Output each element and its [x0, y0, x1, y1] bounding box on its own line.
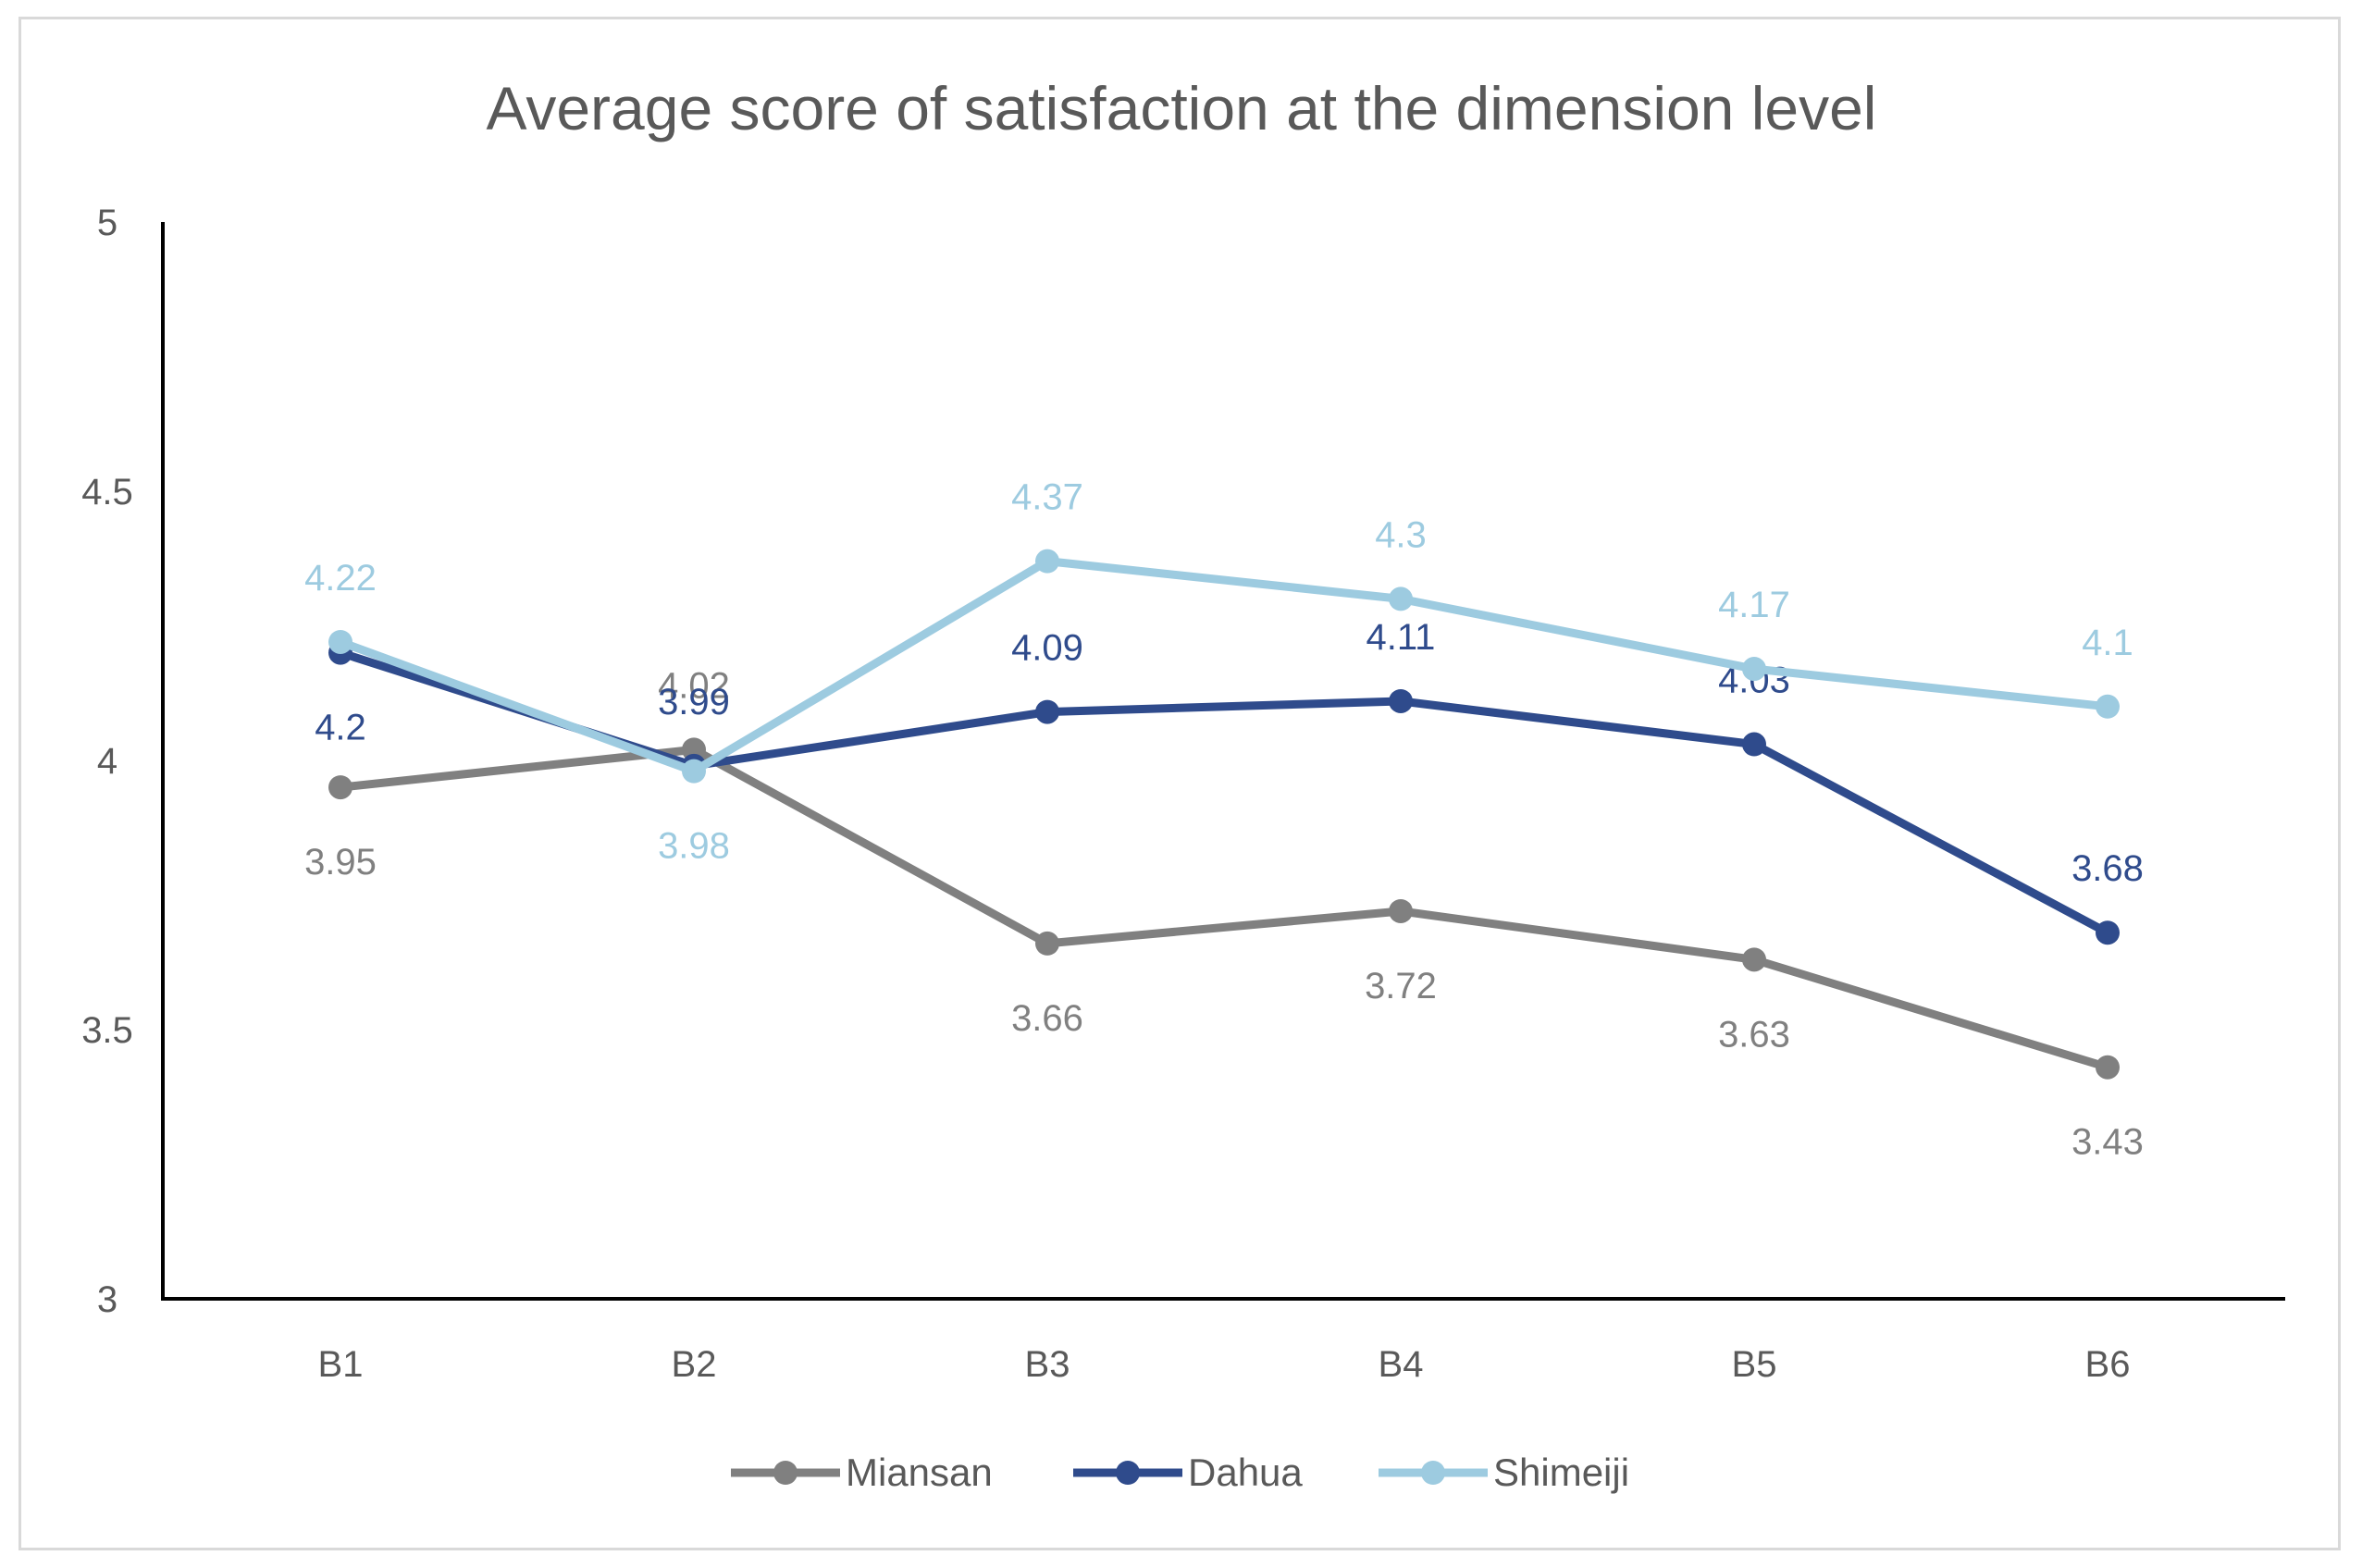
legend-swatch-marker [1116, 1461, 1140, 1485]
series-group: 3.954.023.663.723.633.434.23.994.094.114… [304, 477, 2144, 1163]
x-tick-label: B6 [2085, 1344, 2131, 1385]
x-tick-label: B1 [318, 1344, 364, 1385]
x-tick-label: B3 [1025, 1344, 1070, 1385]
series-line [336, 648, 2112, 937]
data-point [2096, 1055, 2120, 1080]
data-label: 4.2 [315, 708, 366, 748]
x-axis-ticks: B1 B2 B3 B4 B5 B6 [318, 1344, 2131, 1385]
chart-title: Average score of satisfaction at the dim… [487, 74, 1877, 142]
series-shimeiji: 4.22 3.98 4.37 4.3 4.17 4.1 [304, 477, 2133, 867]
legend-label: Miansan [846, 1451, 993, 1494]
data-point [2096, 694, 2120, 719]
y-tick-label: 4 [97, 741, 117, 782]
legend-swatch-marker [1421, 1461, 1445, 1485]
data-point [1035, 549, 1059, 574]
data-label: 3.43 [2071, 1122, 2144, 1163]
data-label: 3.68 [2071, 848, 2144, 889]
data-point [1389, 688, 1413, 713]
legend: Miansan Dahua Shimeiji [731, 1451, 1629, 1494]
x-tick-label: B2 [672, 1344, 717, 1385]
data-label: 3.72 [1365, 966, 1437, 1006]
data-point [1742, 732, 1766, 757]
data-point [1389, 586, 1413, 611]
data-label: 4.3 [1375, 514, 1427, 555]
data-point [1035, 931, 1059, 956]
data-point [1742, 657, 1766, 682]
y-axis-ticks: 3 3.5 4 4.5 5 [81, 203, 133, 1320]
data-label: 4.37 [1011, 477, 1083, 518]
data-label: 3.95 [304, 842, 377, 883]
data-point [682, 759, 706, 784]
legend-swatch-marker [773, 1461, 798, 1485]
y-tick-label: 3 [97, 1279, 117, 1320]
legend-item-shimeiji: Shimeiji [1379, 1451, 1629, 1494]
series-miansan: 3.95 4.02 3.66 3.72 3.63 3.43 [304, 665, 2144, 1162]
y-tick-label: 3.5 [81, 1010, 133, 1051]
series-dahua: 4.23.994.094.114.033.68 [315, 617, 2144, 945]
y-tick-label: 4.5 [81, 472, 133, 512]
x-tick-label: B4 [1379, 1344, 1424, 1385]
data-label: 3.98 [658, 826, 730, 867]
legend-label: Dahua [1188, 1451, 1303, 1494]
data-label: 3.99 [658, 682, 730, 722]
data-point [1742, 947, 1766, 972]
y-tick-label: 5 [97, 203, 117, 243]
series-line [336, 557, 2112, 776]
data-point [328, 775, 352, 800]
data-point [1389, 898, 1413, 923]
data-label: 4.09 [1011, 628, 1083, 669]
data-label: 4.02 [658, 665, 730, 706]
data-label: 3.63 [1718, 1014, 1790, 1055]
data-label: 4.22 [304, 558, 377, 599]
data-label: 4.1 [2082, 623, 2133, 663]
data-label: 4.11 [1366, 617, 1436, 658]
series-line [336, 745, 2112, 1072]
data-point [2096, 920, 2120, 945]
data-label: 4.17 [1718, 585, 1790, 625]
legend-label: Shimeiji [1493, 1451, 1629, 1494]
data-label: 3.66 [1011, 998, 1083, 1039]
data-point [328, 629, 352, 654]
legend-item-dahua: Dahua [1073, 1451, 1303, 1494]
x-tick-label: B5 [1732, 1344, 1777, 1385]
data-point [1035, 699, 1059, 724]
legend-item-miansan: Miansan [731, 1451, 993, 1494]
